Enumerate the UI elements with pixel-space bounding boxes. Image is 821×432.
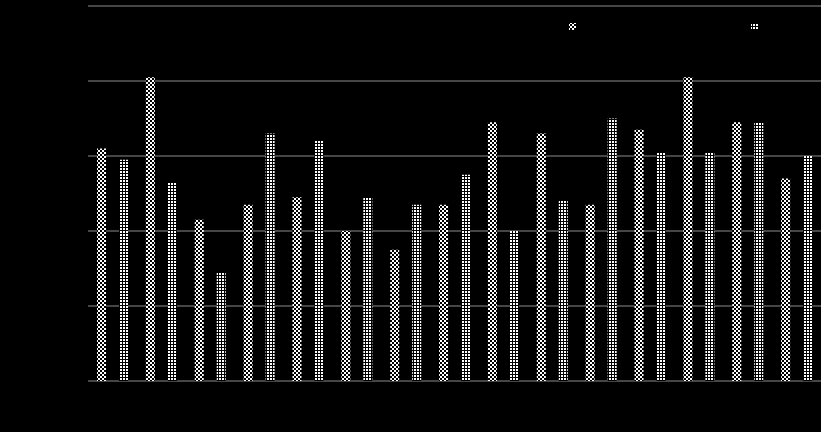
bar: [536, 133, 546, 381]
bar: [194, 219, 204, 381]
bar: [754, 122, 764, 381]
legend-marker: [751, 23, 758, 30]
bar: [97, 148, 106, 381]
bar: [487, 122, 497, 381]
bar: [683, 77, 693, 381]
y-tick-label: 0: [73, 373, 80, 387]
y-tick-label: 40: [67, 223, 81, 237]
bar: [781, 178, 791, 381]
bar: [265, 133, 275, 381]
bar: [634, 129, 644, 381]
bar: [732, 122, 742, 381]
bar: [119, 159, 128, 381]
bar: [461, 174, 471, 381]
bar: [412, 204, 422, 381]
bar: [216, 272, 226, 381]
bar: [145, 77, 155, 381]
bar: [509, 231, 519, 381]
bar: [292, 197, 302, 381]
legend-marker: [569, 23, 576, 30]
bar: [341, 231, 351, 381]
bar: [585, 204, 595, 381]
bar: [314, 141, 324, 381]
y-tick-label: 60: [67, 148, 81, 162]
bar: [705, 152, 715, 381]
bar: [656, 152, 666, 381]
bar: [607, 118, 617, 381]
bar: [390, 249, 400, 381]
bar: [558, 201, 568, 381]
y-tick-label: 20: [67, 298, 81, 312]
y-tick-label: 100: [60, 0, 80, 12]
y-tick-label: 80: [67, 73, 81, 87]
bar: [803, 156, 813, 381]
bar: [363, 197, 373, 381]
bar: [439, 204, 449, 381]
bar: [243, 204, 253, 381]
bar: [167, 182, 177, 381]
